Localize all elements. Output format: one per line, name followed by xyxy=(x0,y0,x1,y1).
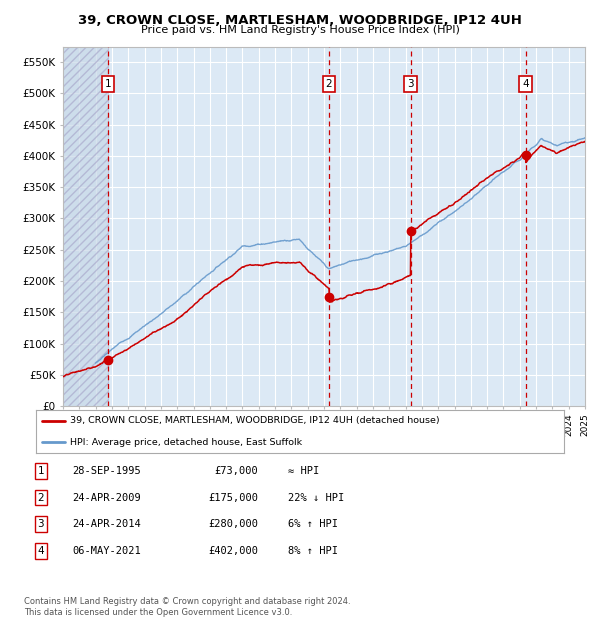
Text: 1: 1 xyxy=(37,466,44,476)
Text: 24-APR-2014: 24-APR-2014 xyxy=(72,519,141,529)
Text: £402,000: £402,000 xyxy=(208,546,258,556)
Text: 28-SEP-1995: 28-SEP-1995 xyxy=(72,466,141,476)
Text: £175,000: £175,000 xyxy=(208,492,258,503)
Text: HPI: Average price, detached house, East Suffolk: HPI: Average price, detached house, East… xyxy=(70,438,302,446)
Text: 2: 2 xyxy=(326,79,332,89)
Text: ≈ HPI: ≈ HPI xyxy=(288,466,319,476)
Text: 24-APR-2009: 24-APR-2009 xyxy=(72,492,141,503)
Text: 39, CROWN CLOSE, MARTLESHAM, WOODBRIDGE, IP12 4UH (detached house): 39, CROWN CLOSE, MARTLESHAM, WOODBRIDGE,… xyxy=(70,417,440,425)
Text: 1: 1 xyxy=(104,79,111,89)
Text: £280,000: £280,000 xyxy=(208,519,258,529)
Text: 22% ↓ HPI: 22% ↓ HPI xyxy=(288,492,344,503)
Text: 4: 4 xyxy=(523,79,529,89)
Text: 4: 4 xyxy=(37,546,44,556)
Text: 8% ↑ HPI: 8% ↑ HPI xyxy=(288,546,338,556)
Text: 2: 2 xyxy=(37,492,44,503)
Text: 3: 3 xyxy=(407,79,414,89)
Text: 06-MAY-2021: 06-MAY-2021 xyxy=(72,546,141,556)
Text: 39, CROWN CLOSE, MARTLESHAM, WOODBRIDGE, IP12 4UH: 39, CROWN CLOSE, MARTLESHAM, WOODBRIDGE,… xyxy=(78,14,522,27)
Text: Contains HM Land Registry data © Crown copyright and database right 2024.
This d: Contains HM Land Registry data © Crown c… xyxy=(24,598,350,617)
Text: 6% ↑ HPI: 6% ↑ HPI xyxy=(288,519,338,529)
Bar xyxy=(63,46,108,406)
Text: £73,000: £73,000 xyxy=(214,466,258,476)
Text: Price paid vs. HM Land Registry's House Price Index (HPI): Price paid vs. HM Land Registry's House … xyxy=(140,25,460,35)
Text: 3: 3 xyxy=(37,519,44,529)
